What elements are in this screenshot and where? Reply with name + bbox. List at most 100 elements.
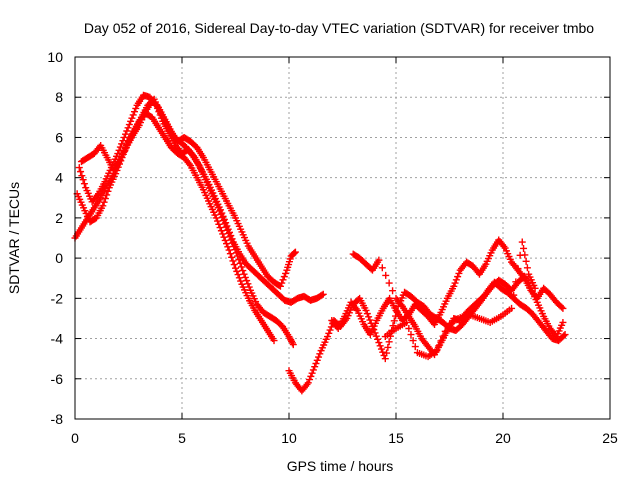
data-point: [240, 270, 248, 278]
data-point: [185, 160, 193, 168]
data-point: [234, 252, 242, 260]
data-point: [124, 124, 132, 132]
data-point: [225, 246, 233, 254]
x-tick-labels: 0 5 10 15 20 25: [71, 430, 618, 446]
data-point: [559, 304, 567, 312]
data-point: [312, 359, 320, 367]
data-point: [122, 130, 130, 138]
data-point: [433, 347, 441, 355]
data-point: [409, 337, 417, 345]
data-point: [278, 279, 286, 287]
data-point: [77, 168, 85, 176]
data-point: [304, 379, 312, 387]
data-point: [454, 273, 462, 281]
data-point: [366, 316, 374, 324]
data-point: [326, 326, 334, 334]
data-point: [219, 230, 227, 238]
data-point: [522, 257, 530, 265]
x-tick-label: 15: [388, 430, 404, 446]
data-point: [120, 133, 128, 141]
data-point: [129, 111, 137, 119]
data-point: [450, 282, 458, 290]
data-point: [153, 102, 161, 110]
y-tick-label: -6: [51, 371, 64, 387]
data-point: [324, 333, 332, 341]
data-point: [318, 291, 326, 299]
data-point: [222, 223, 230, 231]
data-point: [306, 376, 314, 384]
data-point: [276, 282, 284, 290]
data-point: [523, 264, 531, 272]
data-point: [232, 264, 239, 272]
data-point: [390, 317, 398, 325]
data-point: [220, 233, 228, 241]
data-point: [319, 290, 327, 298]
data-point: [518, 238, 526, 246]
data-point: [455, 269, 463, 277]
data-point: [130, 108, 138, 116]
x-tick-label: 25: [602, 430, 618, 446]
data-point: [405, 325, 413, 332]
data-point: [510, 291, 518, 299]
data-point: [377, 345, 385, 353]
data-point: [303, 380, 311, 388]
data-point: [229, 239, 237, 247]
data-point: [93, 191, 101, 199]
data-point: [531, 284, 539, 292]
data-point: [221, 220, 229, 228]
data-point: [103, 191, 111, 199]
data-point: [118, 140, 126, 148]
data-point: [521, 251, 529, 259]
data-point: [226, 233, 234, 241]
data-point: [235, 274, 243, 282]
data-point: [123, 127, 131, 135]
data-point: [115, 146, 123, 154]
data-point: [512, 278, 520, 286]
data-point: [226, 250, 234, 258]
data-point: [375, 339, 383, 347]
y-tick-label: 6: [55, 129, 63, 145]
data-point: [230, 242, 238, 250]
data-point: [385, 279, 393, 287]
y-tick-label: 2: [55, 210, 63, 226]
data-point: [234, 271, 242, 279]
data-point: [214, 217, 222, 225]
data-point: [215, 220, 223, 228]
y-tick-label: 0: [55, 250, 63, 266]
data-point: [282, 269, 290, 277]
data-point: [218, 213, 226, 221]
data-point: [212, 214, 220, 222]
data-point: [403, 318, 411, 326]
data-point: [217, 210, 225, 218]
data-point: [397, 301, 405, 309]
data-point: [216, 224, 224, 232]
data-point: [216, 207, 224, 215]
data-point: [229, 257, 237, 265]
data-point: [558, 303, 566, 311]
data-point: [104, 187, 112, 195]
data-point: [362, 306, 370, 314]
data-point: [291, 249, 299, 257]
data-point: [559, 318, 567, 326]
x-axis-title: GPS time / hours: [287, 458, 394, 474]
data-point: [500, 242, 508, 250]
y-tick-label: -4: [51, 331, 64, 347]
data-point: [411, 343, 419, 351]
y-tick-label: 8: [55, 89, 63, 105]
data-point: [237, 263, 245, 271]
data-point: [372, 332, 380, 340]
data-point: [233, 267, 241, 275]
data-point: [311, 363, 319, 371]
data-point: [291, 248, 299, 256]
data-point: [514, 265, 522, 273]
data-point: [187, 150, 195, 158]
data-point: [279, 276, 287, 284]
y-tick-label: -2: [51, 290, 64, 306]
data-point: [245, 283, 253, 291]
data-point: [508, 304, 516, 312]
data-point: [325, 329, 333, 337]
data-point: [441, 327, 449, 335]
data-point: [112, 170, 120, 178]
data-point: [384, 343, 392, 351]
